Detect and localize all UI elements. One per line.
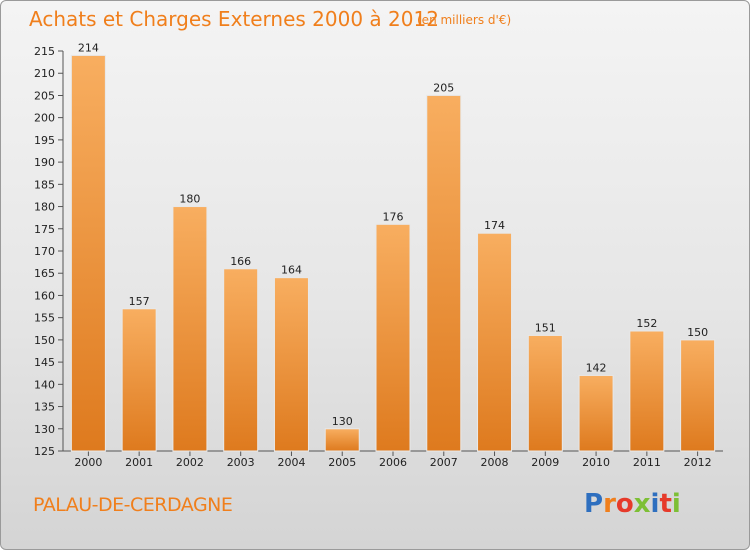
bar-2010 xyxy=(578,374,614,452)
chart-title: Achats et Charges Externes 2000 à 2012 xyxy=(29,7,439,31)
y-tick-label: 135 xyxy=(34,401,55,414)
logo-letter: t xyxy=(659,489,672,519)
commune-name: PALAU-DE-CERDAGNE xyxy=(33,494,233,516)
bar-2002 xyxy=(172,206,208,452)
value-label-2001: 157 xyxy=(129,295,150,308)
y-tick-label: 180 xyxy=(34,201,55,214)
bar-2005 xyxy=(324,428,360,452)
x-tick-label: 2003 xyxy=(227,456,255,469)
logo-letter: x xyxy=(633,489,651,519)
bar-2003 xyxy=(223,268,259,452)
chart-bars xyxy=(70,54,716,452)
x-tick-label: 2008 xyxy=(481,456,509,469)
value-label-2008: 174 xyxy=(484,219,505,232)
bar-2004 xyxy=(273,277,309,452)
value-label-2012: 150 xyxy=(687,326,708,339)
y-tick-label: 165 xyxy=(34,267,55,280)
proxiti-logo[interactable]: Proxiti xyxy=(584,489,681,519)
x-tick-label: 2002 xyxy=(176,456,204,469)
y-tick-label: 210 xyxy=(34,67,55,80)
y-tick-label: 215 xyxy=(34,45,55,58)
logo-letter: i xyxy=(650,489,660,519)
y-tick-label: 125 xyxy=(34,445,55,458)
y-tick-label: 140 xyxy=(34,378,55,391)
x-tick-label: 2000 xyxy=(74,456,102,469)
logo-letter: o xyxy=(615,489,634,519)
y-tick-label: 170 xyxy=(34,245,55,258)
bar-2000 xyxy=(70,54,106,452)
bar-2007 xyxy=(426,94,462,452)
logo-letter: P xyxy=(584,489,604,519)
value-label-2000: 214 xyxy=(78,41,99,54)
value-label-2005: 130 xyxy=(332,415,353,428)
value-label-2007: 205 xyxy=(433,81,454,94)
y-tick-label: 145 xyxy=(34,356,55,369)
bar-2001 xyxy=(121,308,157,452)
y-tick-label: 185 xyxy=(34,178,55,191)
bar-2011 xyxy=(629,330,665,452)
y-tick-label: 130 xyxy=(34,423,55,436)
value-label-2006: 176 xyxy=(383,210,404,223)
value-label-2002: 180 xyxy=(179,193,200,206)
x-tick-label: 2007 xyxy=(430,456,458,469)
x-tick-label: 2009 xyxy=(531,456,559,469)
bar-2009 xyxy=(527,334,563,452)
value-label-2010: 142 xyxy=(586,361,607,374)
x-tick-label: 2012 xyxy=(684,456,712,469)
y-tick-label: 160 xyxy=(34,289,55,302)
x-tick-label: 2010 xyxy=(582,456,610,469)
bar-2006 xyxy=(375,223,411,452)
logo-letter: r xyxy=(603,489,616,519)
x-tick-label: 2006 xyxy=(379,456,407,469)
x-tick-label: 2004 xyxy=(277,456,305,469)
chart-subtitle: (en milliers d'€) xyxy=(417,13,512,27)
x-tick-label: 2011 xyxy=(633,456,661,469)
y-tick-label: 190 xyxy=(34,156,55,169)
x-tick-label: 2005 xyxy=(328,456,356,469)
bar-2012 xyxy=(680,339,716,452)
value-label-2011: 152 xyxy=(636,317,657,330)
logo-letter: i xyxy=(671,489,681,519)
y-tick-label: 195 xyxy=(34,134,55,147)
value-label-2009: 151 xyxy=(535,321,556,334)
chart-axes: 125 130 135 140 145 150 155 160 165 170 175 180 185 1… xyxy=(34,45,723,458)
bar-2008 xyxy=(477,232,513,452)
value-label-2003: 166 xyxy=(230,255,251,268)
value-label-2004: 164 xyxy=(281,264,302,277)
y-tick-label: 200 xyxy=(34,112,55,125)
y-tick-label: 175 xyxy=(34,223,55,236)
chart-labels: 2000 214 2001 157 2002 180 2003 166 2004 164 2005 1… xyxy=(74,41,711,469)
y-tick-label: 155 xyxy=(34,312,55,325)
x-tick-label: 2001 xyxy=(125,456,153,469)
y-tick-label: 205 xyxy=(34,89,55,102)
y-tick-label: 150 xyxy=(34,334,55,347)
